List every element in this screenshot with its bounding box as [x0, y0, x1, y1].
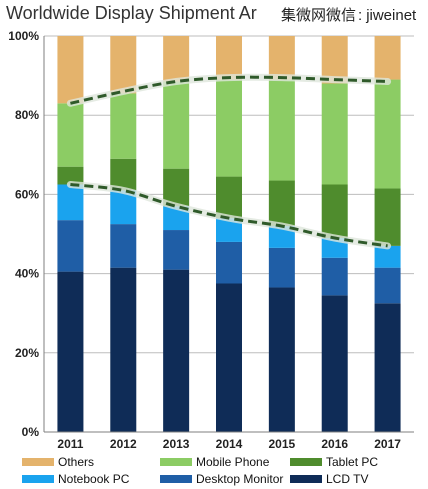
- legend-label-desktop-monitor: Desktop Monitor: [196, 472, 283, 486]
- bar-others-2015: [268, 36, 295, 80]
- bar-desktop-monitor-2017: [374, 267, 401, 304]
- bar-lcd-tv-2011: [57, 271, 84, 432]
- x-tick-2011: 2011: [57, 437, 83, 451]
- x-tick-2014: 2014: [216, 437, 243, 451]
- bar-tablet-pc-2016: [321, 184, 348, 238]
- x-tick-2012: 2012: [110, 437, 137, 451]
- bar-mobile-phone-2017: [374, 79, 401, 189]
- legend-label-notebook-pc: Notebook PC: [58, 472, 130, 486]
- trend-line-2: [70, 75, 388, 105]
- trend-line-1: [70, 183, 388, 248]
- bar-notebook-pc-2016: [321, 237, 348, 258]
- bar-desktop-monitor-2013: [163, 230, 190, 270]
- x-tick-2015: 2015: [269, 437, 296, 451]
- watermark: 集微网微信: jiweinet: [281, 4, 416, 25]
- y-tick-labels: 0% 20% 40% 60% 80% 100%: [8, 29, 39, 439]
- bar-mobile-phone-2012: [110, 93, 137, 159]
- bar-desktop-monitor-2016: [321, 257, 348, 296]
- bar-lcd-tv-2012: [110, 267, 137, 432]
- bar-others-2012: [110, 36, 137, 94]
- bar-notebook-pc-2011: [57, 184, 84, 221]
- x-tick-2017: 2017: [374, 437, 401, 451]
- bar-notebook-pc-2013: [163, 206, 190, 231]
- bar-mobile-phone-2015: [268, 79, 295, 181]
- y-tick-60: 60%: [15, 187, 39, 201]
- trend-lines: [66, 73, 392, 250]
- bar-others-2014: [216, 36, 242, 80]
- axes: [43, 36, 414, 433]
- legend-label-mobile-phone: Mobile Phone: [196, 455, 270, 469]
- bar-desktop-monitor-2011: [57, 220, 84, 272]
- bar-others-2011: [57, 36, 84, 104]
- bar-lcd-tv-2016: [321, 295, 348, 432]
- chart-title: Worldwide Display Shipment Ar: [6, 3, 257, 23]
- bar-notebook-pc-2015: [268, 226, 295, 248]
- legend-swatch-notebook-pc: [22, 475, 54, 483]
- legend-label-others: Others: [58, 455, 94, 469]
- bar-mobile-phone-2013: [163, 81, 190, 169]
- bar-notebook-pc-2014: [216, 218, 242, 242]
- bar-others-2017: [374, 36, 401, 80]
- y-tick-0: 0%: [22, 425, 40, 439]
- watermark-chinese: 集微网微信: [281, 7, 357, 24]
- bar-tablet-pc-2017: [374, 188, 401, 246]
- legend-swatch-mobile-phone: [160, 458, 192, 466]
- bar-others-2016: [321, 36, 348, 84]
- bar-desktop-monitor-2015: [268, 247, 295, 288]
- bar-tablet-pc-2012: [110, 158, 137, 191]
- bar-mobile-phone-2014: [216, 79, 242, 177]
- legend-label-tablet-pc: Tablet PC: [326, 455, 378, 469]
- bar-others-2013: [163, 36, 190, 82]
- legend: Others Mobile Phone Tablet PC Notebook PC De…: [22, 455, 378, 486]
- watermark-separator: :: [358, 7, 363, 24]
- bar-tablet-pc-2015: [268, 180, 295, 227]
- legend-swatch-desktop-monitor: [160, 475, 192, 483]
- bars: [57, 36, 401, 432]
- y-tick-40: 40%: [15, 267, 39, 281]
- bar-mobile-phone-2011: [57, 103, 84, 167]
- bar-lcd-tv-2015: [268, 287, 295, 432]
- bar-lcd-tv-2014: [216, 283, 242, 432]
- x-tick-labels: 2011 2012 2013 2014 2015 2016 2017: [57, 437, 401, 451]
- y-tick-100: 100%: [8, 29, 39, 43]
- watermark-handle: jiweinet: [366, 7, 417, 24]
- x-tick-2016: 2016: [321, 437, 348, 451]
- bar-tablet-pc-2014: [216, 176, 242, 219]
- legend-label-lcd-tv: LCD TV: [326, 472, 368, 486]
- y-tick-80: 80%: [15, 108, 39, 122]
- bar-tablet-pc-2011: [57, 166, 84, 185]
- bar-tablet-pc-2013: [163, 168, 190, 207]
- bar-desktop-monitor-2012: [110, 224, 137, 268]
- legend-swatch-lcd-tv: [290, 475, 322, 483]
- bar-mobile-phone-2016: [321, 83, 348, 185]
- bar-lcd-tv-2017: [374, 303, 401, 432]
- legend-swatch-others: [22, 458, 54, 466]
- bar-lcd-tv-2013: [163, 269, 190, 432]
- x-tick-2013: 2013: [163, 437, 190, 451]
- bar-desktop-monitor-2014: [216, 241, 242, 284]
- y-tick-20: 20%: [15, 346, 39, 360]
- bar-notebook-pc-2017: [374, 245, 401, 268]
- legend-swatch-tablet-pc: [290, 458, 322, 466]
